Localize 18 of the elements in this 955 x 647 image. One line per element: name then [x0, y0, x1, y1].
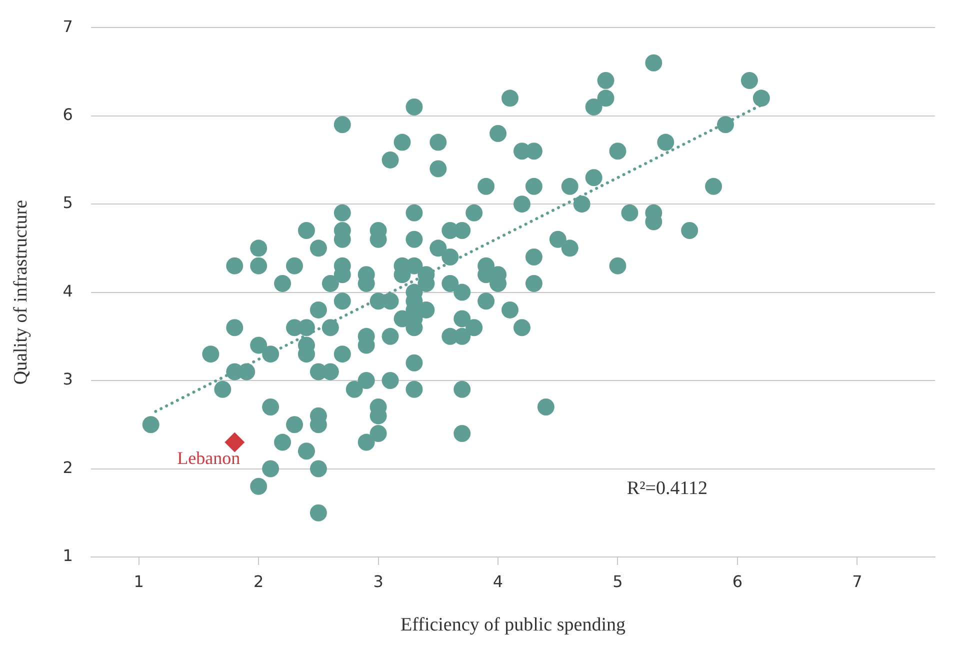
- y-tick-label: 4: [62, 281, 73, 300]
- y-tick-label: 5: [62, 193, 73, 212]
- x-tick-label: 5: [612, 572, 623, 591]
- x-tick-label: 3: [373, 572, 384, 591]
- x-tick-label: 4: [492, 572, 504, 591]
- x-axis-title: Efficiency of public spending: [400, 614, 626, 636]
- y-tick-label: 6: [62, 104, 73, 124]
- series-label: Lebanon: [177, 448, 240, 468]
- x-tick-label: 7: [852, 572, 862, 591]
- y-tick-label: 2: [62, 458, 73, 477]
- x-tick-label: 2: [253, 572, 264, 591]
- x-tick-label: 6: [732, 572, 743, 591]
- annotation: R²=0.4112: [626, 478, 708, 499]
- y-tick-label: 3: [62, 370, 73, 389]
- y-axis-title: Quality of infrastructure: [10, 200, 32, 385]
- y-tick-label: 7: [62, 16, 73, 36]
- y-tick-label: 1: [62, 546, 73, 566]
- x-tick-label: 1: [134, 572, 144, 591]
